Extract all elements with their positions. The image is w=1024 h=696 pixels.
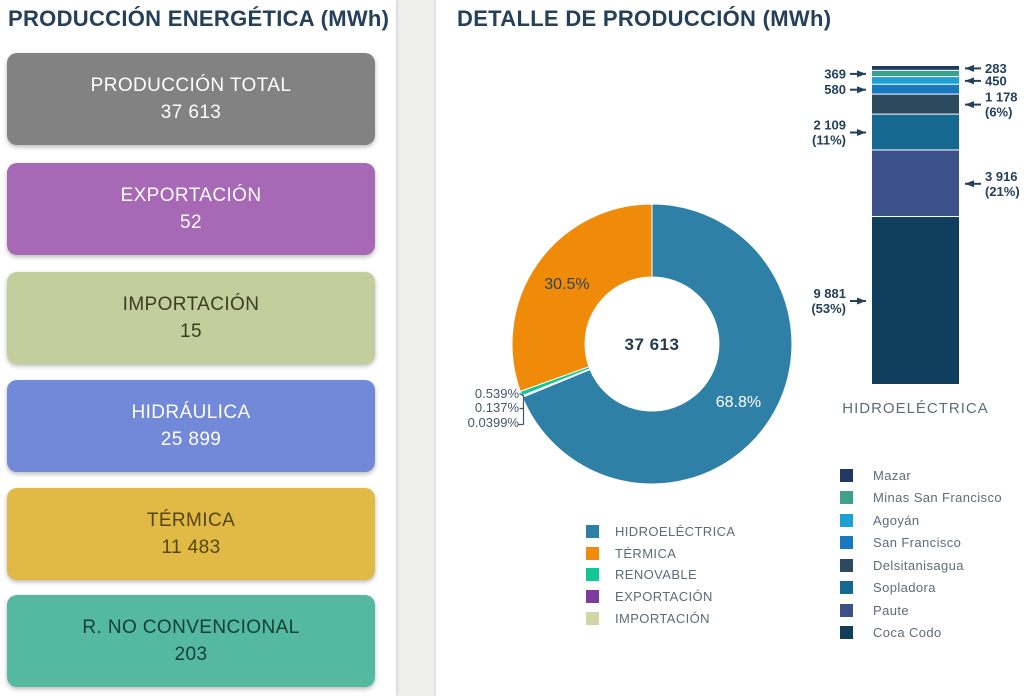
legend-label: San Francisco — [873, 535, 962, 551]
bar-value-label-delsitanisagua: 1 178 — [985, 90, 1018, 105]
bar-category-label: HIDROELÉCTRICA — [842, 400, 989, 417]
donut-callout-label-importacion: 0.0399% — [468, 415, 520, 430]
legend-swatch — [586, 590, 599, 604]
legend-label: TÉRMICA — [615, 545, 677, 561]
legend-swatch — [840, 468, 853, 482]
bar-segment-mazar[interactable] — [872, 66, 959, 70]
card-exportacion[interactable]: EXPORTACIÓN 52 — [7, 163, 375, 255]
legend-label: IMPORTACIÓN — [615, 610, 710, 626]
bar-value-label-san-francisco: 580 — [824, 82, 846, 97]
bar-segment-agoyan[interactable] — [872, 77, 959, 84]
legend-label: RENOVABLE — [615, 567, 698, 583]
legend-swatch — [840, 581, 853, 595]
donut-slice-hidroelectrica[interactable] — [521, 203, 793, 485]
bar-segment-san-francisco[interactable] — [872, 84, 959, 94]
legend-swatch — [586, 546, 599, 560]
legend-swatch — [586, 568, 599, 582]
card-produccion-total[interactable]: PRODUCCIÓN TOTAL 37 613 — [7, 53, 375, 145]
card-value: 52 — [180, 212, 202, 233]
legend-swatch — [840, 513, 853, 527]
donut-callout-bracket — [517, 392, 525, 426]
legend-item-hidroelectrica[interactable]: HIDROELÉCTRICA — [586, 521, 735, 543]
legend-item-mazar[interactable]: Mazar — [840, 464, 1002, 487]
legend-item-termica[interactable]: TÉRMICA — [586, 543, 735, 565]
card-value: 37 613 — [160, 102, 222, 123]
legend-label: Minas San Francisco — [873, 490, 1002, 506]
legend-item-exportacion[interactable]: EXPORTACIÓN — [586, 586, 735, 608]
left-panel-title: PRODUCCIÓN ENERGÉTICA (MWh) — [8, 6, 390, 31]
legend-label: Agoyán — [873, 512, 920, 528]
right-panel-title: DETALLE DE PRODUCCIÓN (MWh) — [457, 6, 832, 31]
bar-value-label-coca-codo: (53%) — [811, 301, 846, 316]
legend-item-minas-san-francisco[interactable]: Minas San Francisco — [840, 487, 1002, 510]
legend-item-agoyan[interactable]: Agoyán — [840, 509, 1002, 532]
legend-item-sopladora[interactable]: Sopladora — [840, 577, 1002, 600]
bar-segment-coca-codo[interactable] — [872, 217, 959, 384]
legend-item-delsitanisagua[interactable]: Delsitanisagua — [840, 554, 1002, 577]
card-label: HIDRÁULICA — [131, 402, 251, 423]
legend-label: Delsitanisagua — [873, 557, 964, 573]
card-r-no-convencional[interactable]: R. NO CONVENCIONAL 203 — [7, 595, 375, 687]
donut-callout-label-renovable: 0.539% — [475, 386, 520, 401]
legend-label: EXPORTACIÓN — [615, 589, 713, 605]
left-panel: PRODUCCIÓN ENERGÉTICA (MWh) PRODUCCIÓN T… — [0, 0, 396, 696]
legend-swatch — [586, 525, 599, 539]
stacked-bar-chart: 283 369 450 580 1 178(6%) 2 109(11%) 3 916(21%… — [811, 61, 1019, 417]
donut-slice-termica[interactable] — [511, 203, 653, 393]
legend-swatch — [840, 626, 853, 640]
bar-segment-minas-san-francisco[interactable] — [872, 70, 959, 77]
donut-callout-label-exportacion: 0.137% — [475, 400, 520, 415]
bar-value-label-paute: (21%) — [985, 184, 1020, 199]
card-label: EXPORTACIÓN — [120, 185, 262, 206]
legend-swatch — [840, 558, 853, 572]
bar-value-label-mazar: 283 — [985, 61, 1007, 76]
card-value: 25 899 — [160, 429, 222, 450]
legend-item-paute[interactable]: Paute — [840, 599, 1002, 622]
bar-segment-delsitanisagua[interactable] — [872, 94, 959, 114]
legend-item-coca-codo[interactable]: Coca Codo — [840, 622, 1002, 645]
bar-segment-sopladora[interactable] — [872, 114, 959, 150]
legend-item-importacion[interactable]: IMPORTACIÓN — [586, 607, 735, 629]
bar-value-label-coca-codo: 9 881 — [813, 286, 846, 301]
card-value: 11 483 — [161, 537, 221, 558]
bar-value-label-sopladora: 2 109 — [813, 118, 846, 133]
bar-legend: Mazar Minas San Francisco Agoyán San Franci… — [840, 464, 1002, 644]
donut-slice-pct-label: 68.8% — [716, 394, 761, 411]
legend-label: Coca Codo — [873, 625, 942, 641]
card-label: PRODUCCIÓN TOTAL — [90, 75, 292, 96]
card-termica[interactable]: TÉRMICA 11 483 — [7, 488, 375, 580]
legend-swatch — [586, 611, 599, 625]
bar-value-label-paute: 3 916 — [985, 169, 1018, 184]
legend-label: Sopladora — [873, 580, 936, 596]
legend-swatch — [840, 603, 853, 617]
bar-value-label-delsitanisagua: (6%) — [985, 105, 1012, 120]
legend-label: Paute — [873, 602, 909, 618]
card-label: IMPORTACIÓN — [122, 294, 260, 315]
bar-value-label-minas-san-francisco: 369 — [824, 66, 846, 81]
card-importacion[interactable]: IMPORTACIÓN 15 — [7, 272, 375, 364]
legend-label: Mazar — [873, 467, 912, 483]
bar-segment-paute[interactable] — [872, 150, 959, 217]
legend-label: HIDROELÉCTRICA — [615, 524, 736, 540]
legend-swatch — [840, 491, 853, 505]
card-hidraulica[interactable]: HIDRÁULICA 25 899 — [7, 380, 375, 472]
donut-chart: 68.8% 30.5% 37 613 0.539%0.137%0.0399% — [468, 203, 793, 485]
bar-value-label-agoyan: 450 — [985, 73, 1007, 88]
card-label: TÉRMICA — [146, 510, 236, 531]
donut-center-total: 37 613 — [625, 335, 680, 354]
card-label: R. NO CONVENCIONAL — [82, 617, 300, 638]
card-value: 15 — [180, 321, 202, 342]
donut-slice-pct-label: 30.5% — [544, 276, 589, 293]
legend-item-renovable[interactable]: RENOVABLE — [586, 564, 735, 586]
bar-value-label-sopladora: (11%) — [812, 133, 846, 148]
legend-swatch — [840, 536, 853, 550]
legend-item-san-francisco[interactable]: San Francisco — [840, 532, 1002, 555]
donut-legend: HIDROELÉCTRICA TÉRMICA RENOVABLE EXPORTACIÓ… — [586, 521, 735, 629]
card-value: 203 — [174, 644, 208, 665]
